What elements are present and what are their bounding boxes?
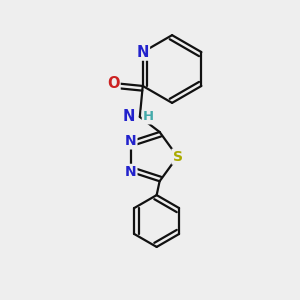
Text: N: N: [136, 45, 149, 60]
Text: N: N: [125, 165, 136, 179]
Text: S: S: [172, 150, 182, 164]
Text: N: N: [123, 110, 135, 124]
Text: H: H: [143, 110, 154, 123]
Text: N: N: [125, 134, 136, 148]
Text: O: O: [107, 76, 120, 91]
